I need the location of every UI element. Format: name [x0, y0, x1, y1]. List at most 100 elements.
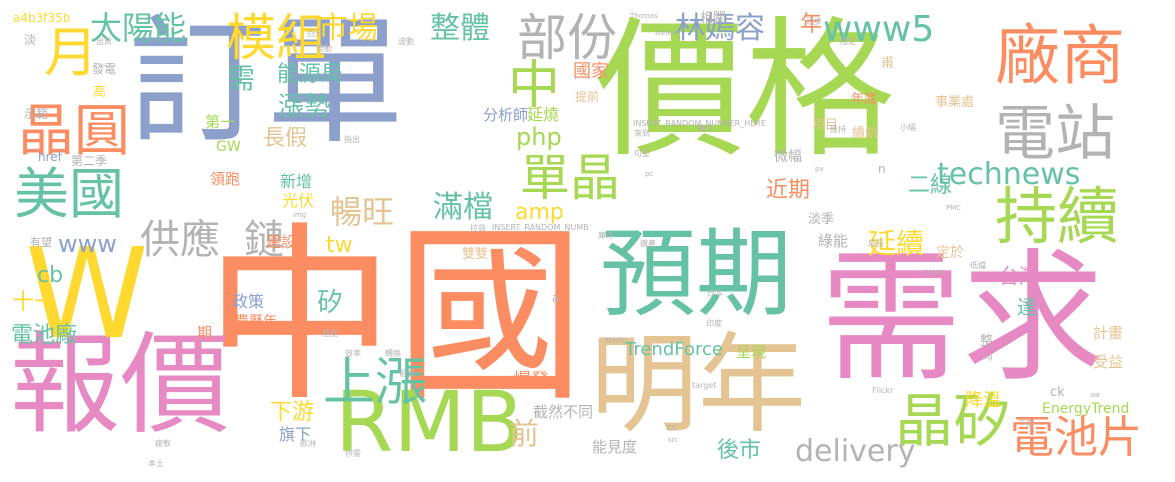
cloud-word: 需求 — [820, 236, 1104, 401]
cloud-word: 明年 — [590, 323, 807, 448]
cloud-word: 需 — [227, 62, 256, 95]
cloud-word: zoneid — [655, 29, 679, 37]
cloud-word: 整體 — [430, 11, 490, 46]
cloud-word: 雙雙 — [462, 247, 489, 262]
cloud-word: 微幅 — [774, 149, 802, 165]
cloud-word: 持續 — [995, 180, 1120, 253]
cloud-word: www — [58, 230, 117, 258]
cloud-word: 電池廠 — [11, 323, 78, 348]
cloud-word: 回升 — [307, 29, 323, 38]
cloud-word: 林嫣容 — [675, 11, 765, 46]
cloud-word: 事業處 — [935, 95, 975, 110]
cloud-word: 年 — [800, 12, 823, 37]
cloud-word: 供需 — [345, 449, 361, 458]
cloud-word: 能源局 — [277, 62, 344, 87]
cloud-word: 發電 — [92, 62, 117, 76]
cloud-word: 能見度 — [592, 438, 638, 456]
cloud-word: 疲軟 — [155, 439, 171, 448]
cloud-word: 相關 — [700, 11, 727, 26]
cloud-word: 單晶 — [520, 149, 620, 207]
cloud-word: 出貨 — [96, 37, 112, 46]
cloud-word: 第一 — [205, 113, 236, 131]
cloud-word: 暢旺 — [330, 193, 395, 231]
cloud-word: 截然不同 — [533, 403, 594, 421]
cloud-word: 電池片 — [1010, 412, 1142, 463]
cloud-word: 庫存 — [598, 231, 614, 240]
cloud-word: 鏈 — [244, 217, 284, 263]
cloud-word: 晶矽 — [895, 387, 1012, 455]
cloud-word: 價格 — [595, 4, 896, 178]
cloud-word: 淡 — [24, 33, 37, 47]
cloud-word: 歐洲 — [300, 439, 316, 448]
cloud-word: TrendForce — [625, 339, 723, 360]
cloud-word: 延燒 — [527, 105, 560, 124]
cloud-word: n — [878, 162, 886, 176]
cloud-word: Flickr — [872, 386, 894, 395]
cloud-word: a — [552, 291, 560, 305]
cloud-word: 影響 — [399, 369, 415, 378]
cloud-word: 高 — [93, 85, 107, 100]
cloud-word: EnergyTrend — [1042, 401, 1130, 417]
cloud-word: PMC — [946, 204, 962, 212]
cloud-word: 建設 — [266, 233, 297, 251]
cloud-word: 報價 — [10, 321, 230, 449]
cloud-word: INSERT_RANDOM_NUMBER_HERE — [633, 119, 766, 128]
cloud-word: 延續 — [868, 227, 925, 260]
cloud-word: 月 — [44, 21, 98, 84]
cloud-word: 中國 — [205, 206, 586, 427]
cloud-word: 台灣 — [999, 264, 1039, 288]
cloud-word: 日本 — [707, 289, 723, 298]
cloud-word: 計畫 — [1093, 324, 1124, 342]
cloud-word: 政策 — [232, 292, 265, 311]
cloud-word: kg — [984, 353, 993, 361]
cloud-word: 市場 — [318, 11, 378, 46]
cloud-word: 波動 — [398, 37, 414, 46]
cloud-word: img — [293, 211, 307, 219]
cloud-word: 呈現 — [736, 343, 767, 361]
cloud-word: 晶圓 — [18, 99, 130, 164]
cloud-word: 整 — [980, 334, 994, 349]
cloud-word: 有望 — [30, 236, 52, 249]
cloud-word: 國家 — [573, 61, 609, 82]
cloud-word: src — [668, 436, 679, 444]
cloud-word: RMB — [335, 373, 524, 471]
cloud-word: 部份 — [517, 9, 617, 67]
cloud-word: 小幅 — [900, 123, 916, 132]
cloud-word: 來到 — [634, 129, 650, 138]
cloud-word: 成長 — [868, 239, 884, 248]
cloud-word: W — [25, 222, 149, 367]
cloud-word: href — [38, 150, 62, 164]
cloud-word: 情況 — [697, 124, 713, 133]
cloud-word: 電站 — [995, 99, 1115, 169]
cloud-word: 上漲 — [323, 353, 428, 413]
cloud-word: 旗下 — [279, 425, 312, 444]
cloud-word: Thomas — [630, 12, 658, 20]
cloud-word: cb — [37, 263, 64, 288]
cloud-word: 中 — [508, 56, 561, 116]
cloud-word: 期 — [197, 324, 213, 342]
cloud-word: a4b3f35b — [13, 11, 71, 25]
cloud-word: php — [516, 123, 562, 151]
cloud-word: www5 — [823, 9, 935, 50]
cloud-word: 產能 — [322, 329, 338, 338]
cloud-word: 農曆年 — [235, 314, 277, 330]
cloud-word: 滿檔 — [433, 190, 493, 225]
cloud-word: 逐步 — [806, 17, 822, 26]
cloud-word: 新增 — [280, 172, 313, 191]
cloud-word: 低檔 — [970, 261, 986, 270]
cloud-word: CC — [667, 424, 677, 432]
cloud-word: 漲勢 — [278, 92, 331, 122]
cloud-word: 項目 — [812, 118, 839, 133]
cloud-word: INSERT_RANDOM_NUMB — [492, 223, 589, 232]
cloud-word: 美國 — [14, 162, 125, 226]
cloud-word: blank — [925, 268, 945, 276]
cloud-word: 預期 — [600, 218, 792, 330]
cloud-word: 第二季 — [71, 154, 108, 168]
cloud-word: 可望 — [634, 149, 650, 158]
cloud-word: 二線 — [908, 173, 953, 198]
cloud-word: amp — [515, 200, 564, 225]
cloud-word: aw — [1090, 391, 1101, 399]
cloud-word: 前 — [509, 417, 539, 452]
cloud-word: 示範 — [24, 107, 49, 121]
